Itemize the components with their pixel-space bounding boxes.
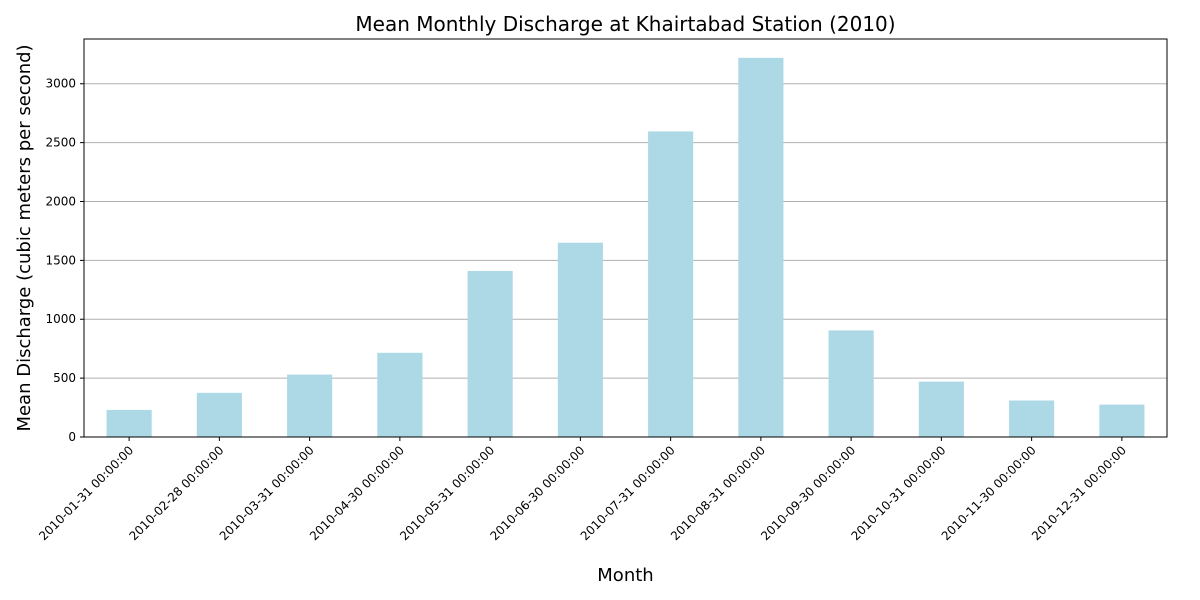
bar	[467, 270, 513, 437]
x-tick-label: 2010-12-31 00:00:00	[1029, 443, 1129, 543]
bar	[648, 131, 694, 437]
y-tick-label: 0	[68, 430, 76, 444]
bar	[918, 381, 964, 437]
y-tick-label: 500	[53, 371, 76, 385]
x-tick-label: 2010-02-28 00:00:00	[126, 443, 226, 543]
x-tick-label: 2010-07-31 00:00:00	[578, 443, 678, 543]
chart-title: Mean Monthly Discharge at Khairtabad Sta…	[355, 12, 895, 36]
y-tick-label: 3000	[45, 77, 76, 91]
grid-lines	[84, 83, 1167, 379]
x-tick-label: 2010-08-31 00:00:00	[668, 443, 768, 543]
plot-frame	[83, 38, 1168, 438]
y-axis-ticks: 0 500 1000 1500 2000 2500 3000	[45, 77, 84, 444]
x-tick-label: 2010-03-31 00:00:00	[217, 443, 317, 543]
x-tick-label: 2010-01-31 00:00:00	[36, 443, 136, 543]
y-tick-label: 2500	[45, 136, 76, 150]
y-tick-label: 2000	[45, 194, 76, 208]
bar	[377, 352, 423, 437]
y-tick-label: 1000	[45, 312, 76, 326]
bar	[196, 392, 242, 437]
bar	[287, 374, 333, 437]
y-tick-label: 1500	[45, 253, 76, 267]
x-tick-label: 2010-11-30 00:00:00	[939, 443, 1039, 543]
x-tick-label: 2010-05-31 00:00:00	[397, 443, 497, 543]
x-axis-label: Month	[597, 565, 653, 586]
bar	[1099, 404, 1145, 437]
y-axis-label: Mean Discharge (cubic meters per second)	[14, 44, 35, 431]
bars	[106, 57, 1145, 437]
bar	[738, 57, 784, 437]
bar	[106, 409, 152, 437]
x-tick-label: 2010-04-30 00:00:00	[307, 443, 407, 543]
bar	[828, 330, 874, 437]
x-tick-label: 2010-09-30 00:00:00	[758, 443, 858, 543]
bar	[1009, 400, 1055, 437]
x-tick-label: 2010-06-30 00:00:00	[487, 443, 587, 543]
bar	[557, 242, 603, 437]
x-tick-label: 2010-10-31 00:00:00	[848, 443, 948, 543]
